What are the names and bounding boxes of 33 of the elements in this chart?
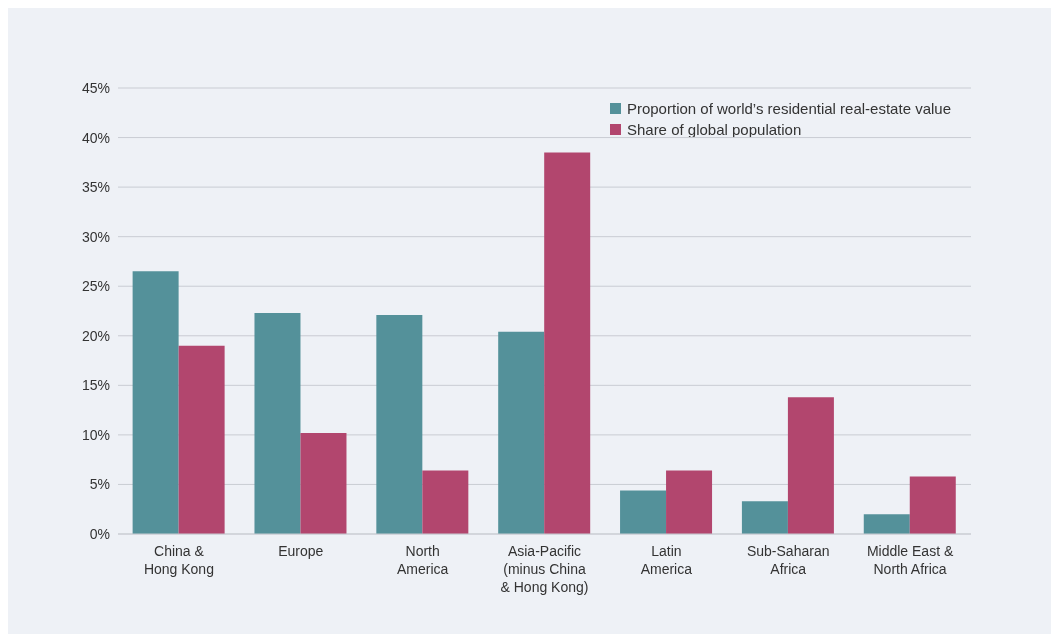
y-tick-label: 15%: [81, 377, 110, 394]
bar: [498, 331, 545, 534]
x-tick-label: Asia-Pacific (minus China & Hong Kong): [500, 543, 589, 595]
bar: [909, 476, 956, 534]
bar: [376, 314, 423, 534]
y-tick-label: 5%: [89, 476, 110, 493]
bar: [863, 514, 910, 534]
x-tick-label: Europe: [278, 543, 324, 559]
x-tick-label: Sub-Saharan Africa: [746, 543, 830, 577]
bar: [787, 397, 834, 534]
bar: [178, 345, 225, 534]
y-tick-label: 40%: [81, 129, 110, 146]
bar: [620, 490, 667, 534]
x-tick-label: China & Hong Kong: [143, 543, 214, 577]
bar: [741, 501, 788, 534]
bar: [666, 470, 713, 534]
x-tick-label: Middle East & North Africa: [866, 543, 954, 577]
y-tick-label: 0%: [89, 525, 110, 542]
legend-label: Share of global population: [626, 120, 802, 140]
bar: [132, 271, 179, 534]
y-tick-label: 35%: [81, 179, 110, 196]
bar: [422, 470, 469, 534]
bar: [254, 312, 301, 534]
legend-label: Proportion of world’s residential real-estate value: [626, 99, 951, 119]
y-tick-label: 10%: [81, 426, 110, 443]
y-tick-label: 25%: [81, 278, 110, 295]
bar: [544, 152, 591, 534]
y-tick-label: 45%: [81, 79, 110, 96]
bar: [300, 432, 347, 534]
y-tick-label: 30%: [81, 228, 110, 245]
y-tick-label: 20%: [81, 327, 110, 344]
x-tick-label: Latin America: [640, 543, 693, 577]
x-tick-label: North America: [396, 543, 449, 577]
